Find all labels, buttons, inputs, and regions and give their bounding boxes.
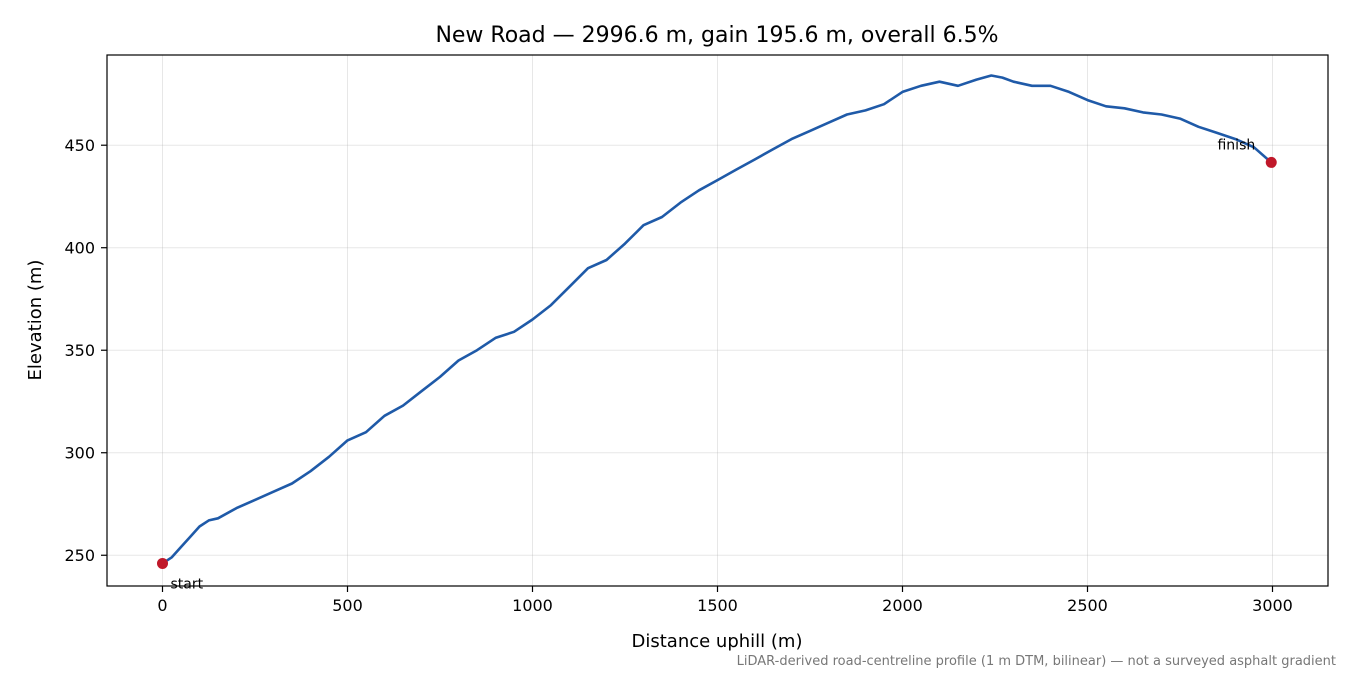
y-tick-label: 450 [64,136,95,155]
y-tick-label: 250 [64,546,95,565]
start-marker [157,557,168,569]
x-tick-label: 500 [332,596,363,615]
finish-label: finish [1217,137,1255,153]
marker-layer: start finish [157,137,1277,592]
finish-marker [1265,156,1277,168]
y-tick-label: 400 [64,239,95,258]
x-tick-label: 3000 [1252,596,1293,615]
footnote: LiDAR-derived road-centreline profile (1… [737,654,1336,669]
elevation-series-line [161,74,1273,565]
tick-layer: 0 500 1000 1500 2000 2500 3000 250 300 350 400 450 [64,136,1292,615]
x-tick-label: 0 [157,596,167,615]
chart-title: New Road — 2996.6 m, gain 195.6 m, overa… [435,23,998,48]
grid-layer [107,55,1328,586]
y-tick-label: 300 [64,444,95,463]
x-tick-label: 2000 [882,596,923,615]
y-axis-label: Elevation (m) [25,260,46,381]
start-label: start [171,576,204,592]
x-tick-label: 1000 [512,596,553,615]
x-axis-label: Distance uphill (m) [632,631,803,652]
plot-frame [106,54,1329,587]
y-tick-label: 350 [64,341,95,360]
line-layer [161,74,1273,565]
x-tick-label: 1500 [697,596,738,615]
x-tick-label: 2500 [1067,596,1108,615]
